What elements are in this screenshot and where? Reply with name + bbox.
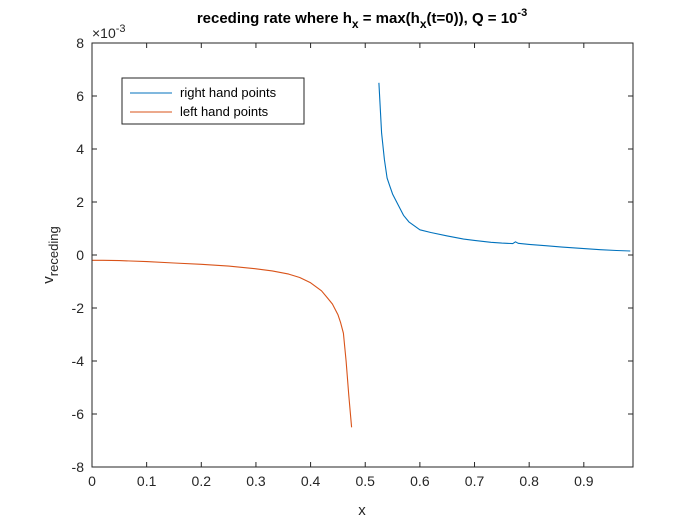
ticks-layer [91,42,633,468]
y-tick-label: 2 [76,194,84,210]
legend-label-left-hand-points: left hand points [180,104,269,119]
x-tick-label: 0.1 [137,473,157,489]
x-tick-label: 0.5 [355,473,375,489]
x-tick-label: 0.2 [192,473,212,489]
x-tick-label: 0.3 [246,473,266,489]
y-tick-label: -8 [72,459,85,475]
legend-label-right-hand-points: right hand points [180,85,277,100]
x-tick-label: 0.7 [465,473,485,489]
y-tick-label: -6 [72,406,85,422]
y-tick-label: 8 [76,35,84,51]
x-tick-label: 0.9 [574,473,594,489]
y-tick-label: -4 [72,353,85,369]
series-line-left-hand-points [92,259,353,428]
x-tick-label: 0.6 [410,473,430,489]
y-tick-label: 6 [76,88,84,104]
legend-box [121,77,305,125]
chart-title: receding rate where hx = max(hx(t=0)), Q… [197,7,527,31]
y-tick-label: 0 [76,247,84,263]
legend: right hand points left hand points [121,77,305,125]
series-layer [92,82,631,428]
tick-labels-layer: 0 0.1 0.2 0.3 0.4 0.5 0.6 0.7 0.8 0.9 -8 -6 -4 -2 0 2 4 6… [72,35,594,489]
y-exponent-label: ×10-3 [92,23,126,41]
series-line-right-hand-points [378,82,631,252]
y-axis-label: vreceding [40,226,61,283]
x-tick-label: 0.8 [519,473,539,489]
x-axis-label: x [358,502,366,519]
y-tick-label: 4 [76,141,84,157]
y-tick-label: -2 [72,300,85,316]
x-tick-label: 0 [88,473,96,489]
x-tick-label: 0.4 [301,473,321,489]
